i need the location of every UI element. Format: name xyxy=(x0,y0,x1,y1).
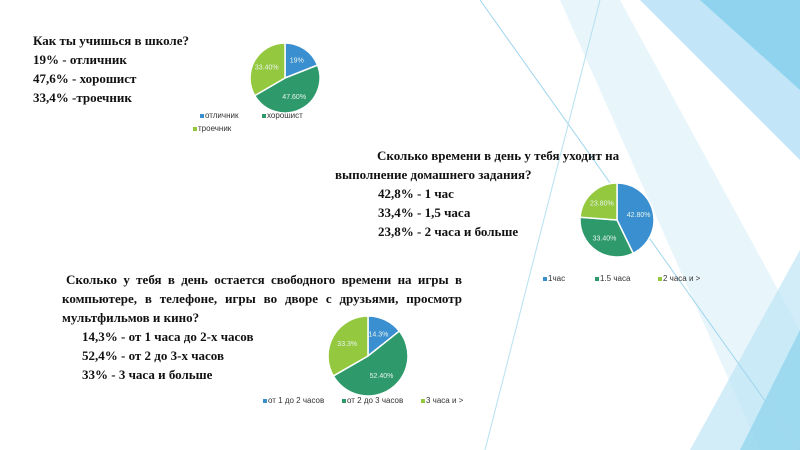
legend-label: 2 часа и > xyxy=(663,274,701,283)
legend-swatch xyxy=(421,399,425,403)
answer-line: 19% - отличник xyxy=(33,52,127,67)
slice-label: 14.3% xyxy=(368,331,388,338)
answer-line: 23,8% - 2 часа и больше xyxy=(378,224,519,239)
answer-line: 33% - 3 часа и больше xyxy=(82,367,213,382)
question: Как ты учишься в школе? xyxy=(33,33,189,48)
legend-swatch xyxy=(262,114,266,118)
legend-swatch xyxy=(342,399,346,403)
answer-line: 52,4% - от 2 до 3-х часов xyxy=(82,348,224,363)
pie-slice xyxy=(332,330,409,397)
slice-label: 23.80% xyxy=(590,201,614,208)
answer-line: 33,4% - 1,5 часа xyxy=(378,205,471,220)
pie-slice xyxy=(327,315,369,377)
decoration xyxy=(479,0,800,450)
legend-label: 1час xyxy=(548,274,565,283)
legend-label: от 1 до 2 часов xyxy=(268,396,324,405)
legend-label: 3 часа и > xyxy=(426,396,464,405)
pie-slice xyxy=(249,42,286,97)
pie-slice xyxy=(284,42,319,80)
legend-label: троечник xyxy=(198,124,232,133)
slice-label: 47.60% xyxy=(282,94,306,101)
pie-slice xyxy=(253,64,321,114)
question: Сколько у тебя в день остается свободног… xyxy=(62,272,462,325)
answer-line: 42,8% - 1 час xyxy=(378,186,454,201)
legend-swatch xyxy=(263,399,267,403)
slice-label: 42.80% xyxy=(627,212,651,219)
legend-label: от 2 до 3 часов xyxy=(347,396,403,405)
pie-slice xyxy=(579,182,618,221)
legend-swatch xyxy=(543,277,547,281)
slice-label: 33.40% xyxy=(255,65,279,72)
question: Сколько времени в день у тебя уходит на … xyxy=(335,148,620,182)
legend-label: отличник xyxy=(205,111,239,120)
legend-swatch xyxy=(595,277,599,281)
legend-label: 1.5 часа xyxy=(600,274,631,283)
slice-label: 33.40% xyxy=(593,235,617,242)
text-block: Сколько у тебя в день остается свободног… xyxy=(62,270,462,384)
slice-label: 19% xyxy=(290,58,304,65)
legend-swatch xyxy=(193,127,197,131)
answer-line: 14,3% - от 1 часа до 2-х часов xyxy=(82,329,254,344)
slice-label: 52.40% xyxy=(370,373,394,380)
legend-swatch xyxy=(658,277,662,281)
slice-label: 33.3% xyxy=(337,341,357,348)
pie-slice xyxy=(579,216,635,258)
answer-line: 47,6% - хорошист xyxy=(33,71,137,86)
text-block: Сколько времени в день у тебя уходит на … xyxy=(335,146,655,241)
text-block: Как ты учишься в школе? 19% - отличник 47,… xyxy=(33,31,253,107)
legend-swatch xyxy=(200,114,204,118)
legend-label: хорошист xyxy=(267,111,303,120)
pie-slice xyxy=(616,182,655,255)
answer-line: 33,4% -троечник xyxy=(33,90,132,105)
